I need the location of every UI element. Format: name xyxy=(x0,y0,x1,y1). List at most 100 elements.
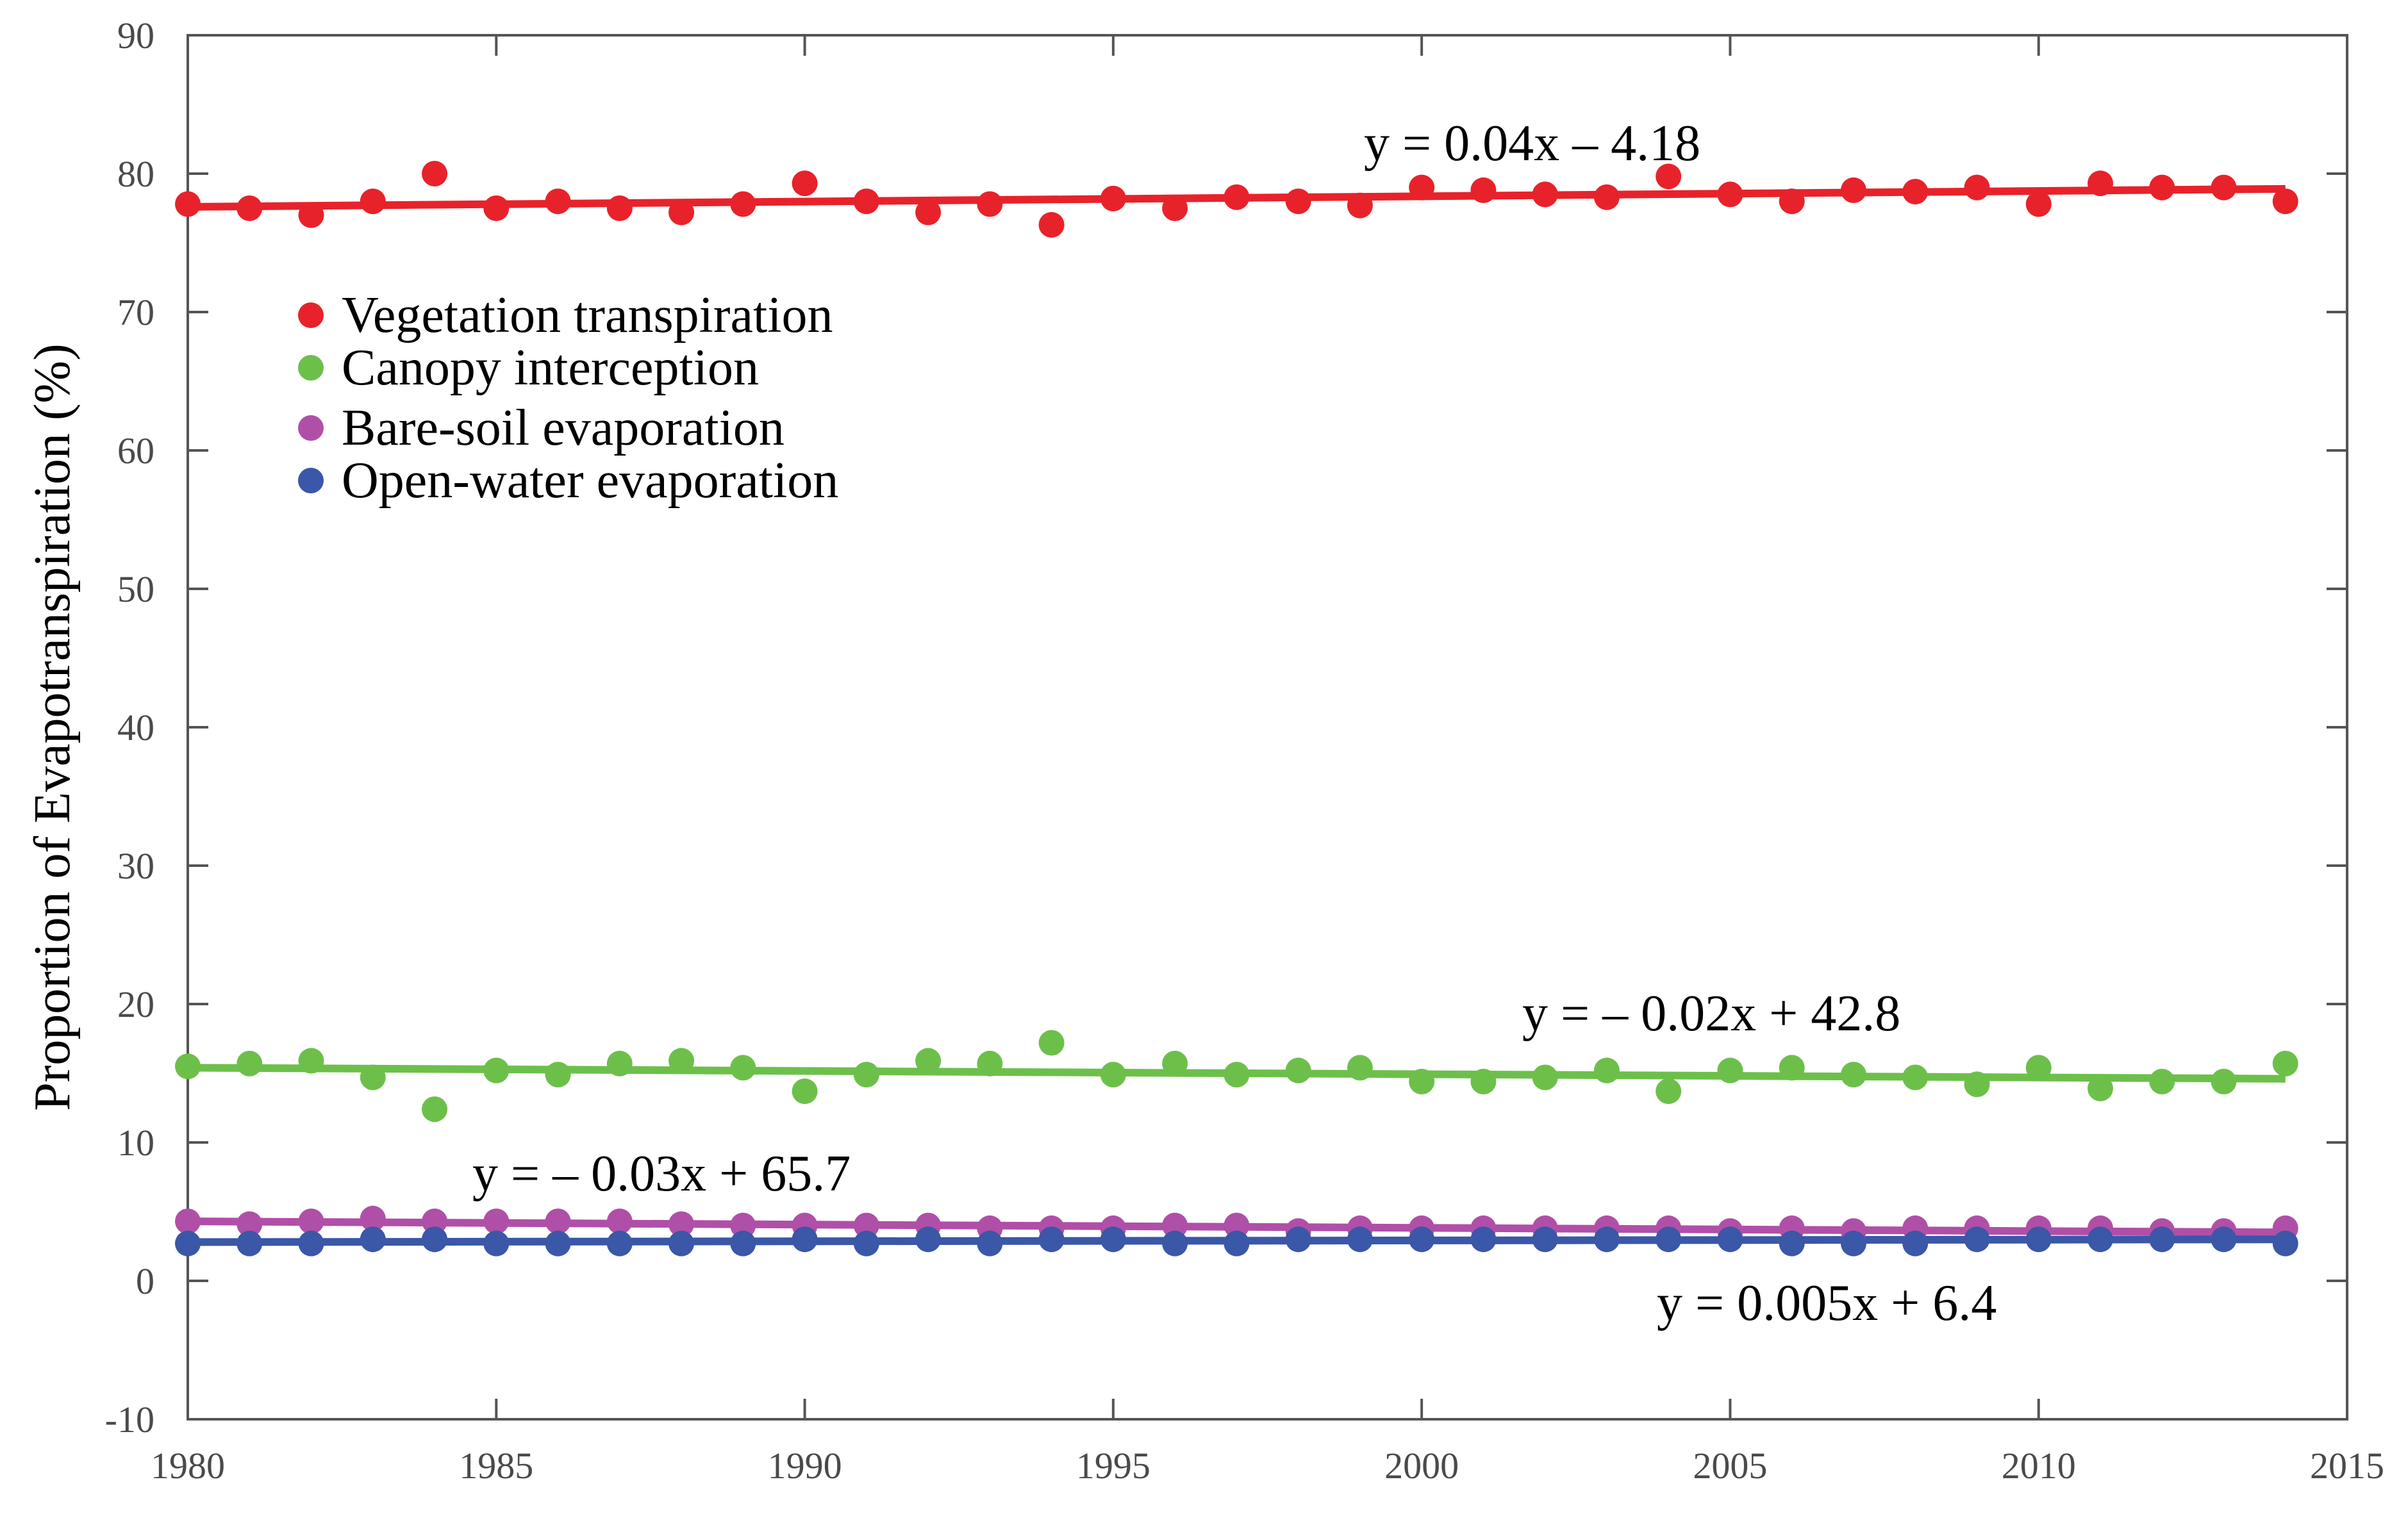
data-point-s1-26[interactable] xyxy=(1779,1055,1805,1081)
data-point-s1-30[interactable] xyxy=(2025,1055,2052,1081)
data-point-s3-12[interactable] xyxy=(915,1226,942,1253)
data-point-s3-24[interactable] xyxy=(1656,1226,1682,1253)
data-point-s3-16[interactable] xyxy=(1162,1230,1188,1256)
data-point-s1-31[interactable] xyxy=(2087,1075,2113,1101)
data-point-s1-4[interactable] xyxy=(422,1096,448,1123)
data-point-s2-8[interactable] xyxy=(668,1211,695,1237)
data-point-s1-6[interactable] xyxy=(545,1062,571,1088)
data-point-s3-29[interactable] xyxy=(1964,1226,1990,1253)
data-point-s1-23[interactable] xyxy=(1593,1057,1620,1083)
data-point-s1-20[interactable] xyxy=(1409,1068,1435,1094)
data-point-s3-28[interactable] xyxy=(1902,1230,1929,1256)
data-point-s0-28[interactable] xyxy=(1902,179,1929,205)
data-point-s3-0[interactable] xyxy=(175,1230,201,1256)
data-point-s3-8[interactable] xyxy=(668,1230,695,1256)
data-point-s3-18[interactable] xyxy=(1285,1226,1311,1253)
data-point-s3-17[interactable] xyxy=(1224,1230,1250,1256)
data-point-s0-7[interactable] xyxy=(606,195,633,221)
data-point-s3-7[interactable] xyxy=(606,1230,633,1256)
data-point-s3-22[interactable] xyxy=(1532,1226,1558,1253)
data-point-s0-14[interactable] xyxy=(1038,211,1065,238)
data-point-s0-21[interactable] xyxy=(1470,177,1497,203)
data-point-s1-3[interactable] xyxy=(360,1064,386,1091)
data-point-s1-21[interactable] xyxy=(1470,1068,1497,1094)
data-point-s3-10[interactable] xyxy=(792,1226,818,1253)
data-point-s3-26[interactable] xyxy=(1779,1230,1805,1256)
data-point-s1-14[interactable] xyxy=(1038,1030,1065,1056)
data-point-s0-25[interactable] xyxy=(1717,181,1743,208)
data-point-s1-33[interactable] xyxy=(2211,1068,2237,1094)
data-point-s0-16[interactable] xyxy=(1162,195,1188,221)
data-point-s1-12[interactable] xyxy=(915,1048,942,1074)
data-point-s1-15[interactable] xyxy=(1100,1062,1126,1088)
data-point-s2-7[interactable] xyxy=(606,1208,633,1235)
data-point-s0-2[interactable] xyxy=(298,202,324,228)
data-point-s2-0[interactable] xyxy=(175,1208,201,1235)
data-point-s2-3[interactable] xyxy=(360,1205,386,1232)
data-point-s1-18[interactable] xyxy=(1285,1057,1311,1083)
data-point-s1-7[interactable] xyxy=(606,1050,633,1076)
data-point-s3-19[interactable] xyxy=(1347,1226,1373,1253)
data-point-s2-9[interactable] xyxy=(730,1212,756,1239)
data-point-s1-9[interactable] xyxy=(730,1055,756,1081)
data-point-s3-34[interactable] xyxy=(2272,1230,2298,1256)
data-point-s2-5[interactable] xyxy=(483,1208,510,1235)
data-point-s1-22[interactable] xyxy=(1532,1064,1558,1091)
data-point-s0-4[interactable] xyxy=(422,161,448,186)
data-point-s0-26[interactable] xyxy=(1779,188,1805,215)
data-point-s1-10[interactable] xyxy=(792,1078,818,1105)
data-point-s1-17[interactable] xyxy=(1224,1062,1250,1088)
data-point-s2-2[interactable] xyxy=(298,1208,324,1235)
data-point-s1-34[interactable] xyxy=(2272,1050,2298,1076)
data-point-s0-6[interactable] xyxy=(545,188,571,215)
data-point-s0-17[interactable] xyxy=(1224,184,1250,210)
data-point-s1-32[interactable] xyxy=(2149,1068,2175,1094)
data-point-s1-24[interactable] xyxy=(1656,1078,1682,1105)
data-point-s0-18[interactable] xyxy=(1285,188,1311,215)
data-point-s0-0[interactable] xyxy=(175,191,201,217)
data-point-s3-21[interactable] xyxy=(1470,1226,1497,1253)
data-point-s3-9[interactable] xyxy=(730,1230,756,1256)
data-point-s1-13[interactable] xyxy=(977,1050,1003,1076)
data-point-s1-28[interactable] xyxy=(1902,1064,1929,1091)
data-point-s3-6[interactable] xyxy=(545,1230,571,1256)
data-point-s3-14[interactable] xyxy=(1038,1226,1065,1253)
data-point-s0-31[interactable] xyxy=(2087,170,2113,197)
data-point-s2-17[interactable] xyxy=(1224,1212,1250,1239)
data-point-s3-15[interactable] xyxy=(1100,1226,1126,1253)
data-point-s0-13[interactable] xyxy=(977,191,1003,217)
data-point-s0-1[interactable] xyxy=(237,195,263,221)
data-point-s3-27[interactable] xyxy=(1840,1230,1866,1256)
data-point-s1-29[interactable] xyxy=(1964,1071,1990,1098)
data-point-s3-20[interactable] xyxy=(1409,1226,1435,1253)
data-point-s3-32[interactable] xyxy=(2149,1226,2175,1253)
data-point-s0-24[interactable] xyxy=(1656,163,1682,190)
data-point-s0-29[interactable] xyxy=(1964,174,1990,201)
data-point-s0-23[interactable] xyxy=(1593,184,1620,210)
data-point-s0-9[interactable] xyxy=(730,191,756,217)
data-point-s0-10[interactable] xyxy=(792,170,818,197)
data-point-s0-8[interactable] xyxy=(668,199,695,226)
data-point-s3-13[interactable] xyxy=(977,1230,1003,1256)
data-point-s1-25[interactable] xyxy=(1717,1057,1743,1083)
data-point-s2-4[interactable] xyxy=(422,1208,448,1235)
data-point-s3-2[interactable] xyxy=(298,1230,324,1256)
data-point-s3-30[interactable] xyxy=(2025,1226,2052,1253)
data-point-s1-2[interactable] xyxy=(298,1048,324,1074)
data-point-s0-32[interactable] xyxy=(2149,174,2175,201)
data-point-s2-1[interactable] xyxy=(237,1211,263,1237)
data-point-s0-11[interactable] xyxy=(853,188,879,215)
data-point-s3-11[interactable] xyxy=(853,1230,879,1256)
data-point-s3-23[interactable] xyxy=(1593,1226,1620,1253)
data-point-s1-1[interactable] xyxy=(237,1050,263,1076)
data-point-s3-31[interactable] xyxy=(2087,1226,2113,1253)
data-point-s1-27[interactable] xyxy=(1840,1062,1866,1088)
data-point-s0-20[interactable] xyxy=(1409,174,1435,201)
data-point-s0-3[interactable] xyxy=(360,188,386,215)
data-point-s3-3[interactable] xyxy=(360,1226,386,1253)
data-point-s3-4[interactable] xyxy=(422,1226,448,1253)
data-point-s1-16[interactable] xyxy=(1162,1050,1188,1076)
data-point-s3-25[interactable] xyxy=(1717,1226,1743,1253)
data-point-s3-33[interactable] xyxy=(2211,1226,2237,1253)
data-point-s1-19[interactable] xyxy=(1347,1055,1373,1081)
